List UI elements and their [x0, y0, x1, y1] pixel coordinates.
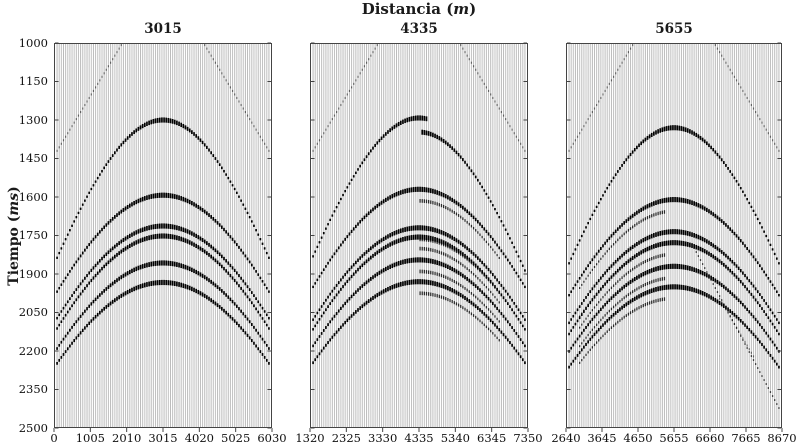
x-tick-label: 0 [50, 431, 58, 445]
x-tick-label: 1005 [75, 431, 105, 445]
y-tick-label: 1000 [18, 35, 48, 50]
figure-title: Distancia (m) [362, 0, 477, 18]
x-tick-label: 2325 [331, 431, 361, 445]
x-tick-label: 6345 [477, 431, 507, 445]
y-tick-label: 2200 [18, 343, 48, 358]
x-tick-label: 5340 [440, 431, 470, 445]
x-tick-label: 4650 [623, 431, 653, 445]
y-tick-label: 1900 [18, 266, 48, 281]
x-tick-label: 1320 [295, 431, 325, 445]
x-tick-label: 3015 [148, 431, 178, 445]
y-tick-label: 2050 [18, 305, 48, 319]
y-tick-label: 2350 [18, 382, 48, 396]
x-tick-label: 7350 [513, 431, 543, 445]
x-tick-label: 8670 [767, 431, 797, 445]
x-tick-label: 6030 [257, 431, 287, 445]
x-tick-label: 2010 [112, 431, 142, 445]
y-tick-label: 2500 [18, 420, 48, 435]
x-tick-label: 5025 [221, 431, 251, 445]
x-tick-label: 2640 [551, 431, 581, 445]
x-tick-label: 4020 [184, 431, 214, 445]
figure-title-text: Distancia ( [361, 0, 454, 18]
y-tick-label: 1450 [18, 151, 48, 165]
panel-title-5655: 5655 [655, 21, 693, 37]
panel-title-4335: 4335 [400, 21, 438, 37]
y-tick-label: 1600 [18, 189, 48, 204]
x-tick-label: 3645 [587, 431, 617, 445]
x-tick-label: 4335 [404, 431, 434, 445]
panel-title-3015: 3015 [144, 21, 182, 37]
x-tick-label: 7665 [731, 431, 761, 445]
x-tick-label: 5655 [659, 431, 689, 445]
y-tick-label: 1150 [18, 74, 48, 88]
x-tick-label: 3330 [368, 431, 398, 445]
figure-title-italic-unit: m [453, 0, 470, 18]
x-tick-label: 6660 [695, 431, 725, 445]
figure-title-suffix: ) [469, 0, 477, 18]
y-tick-label: 1300 [18, 112, 48, 127]
y-tick-label: 1750 [18, 228, 48, 242]
